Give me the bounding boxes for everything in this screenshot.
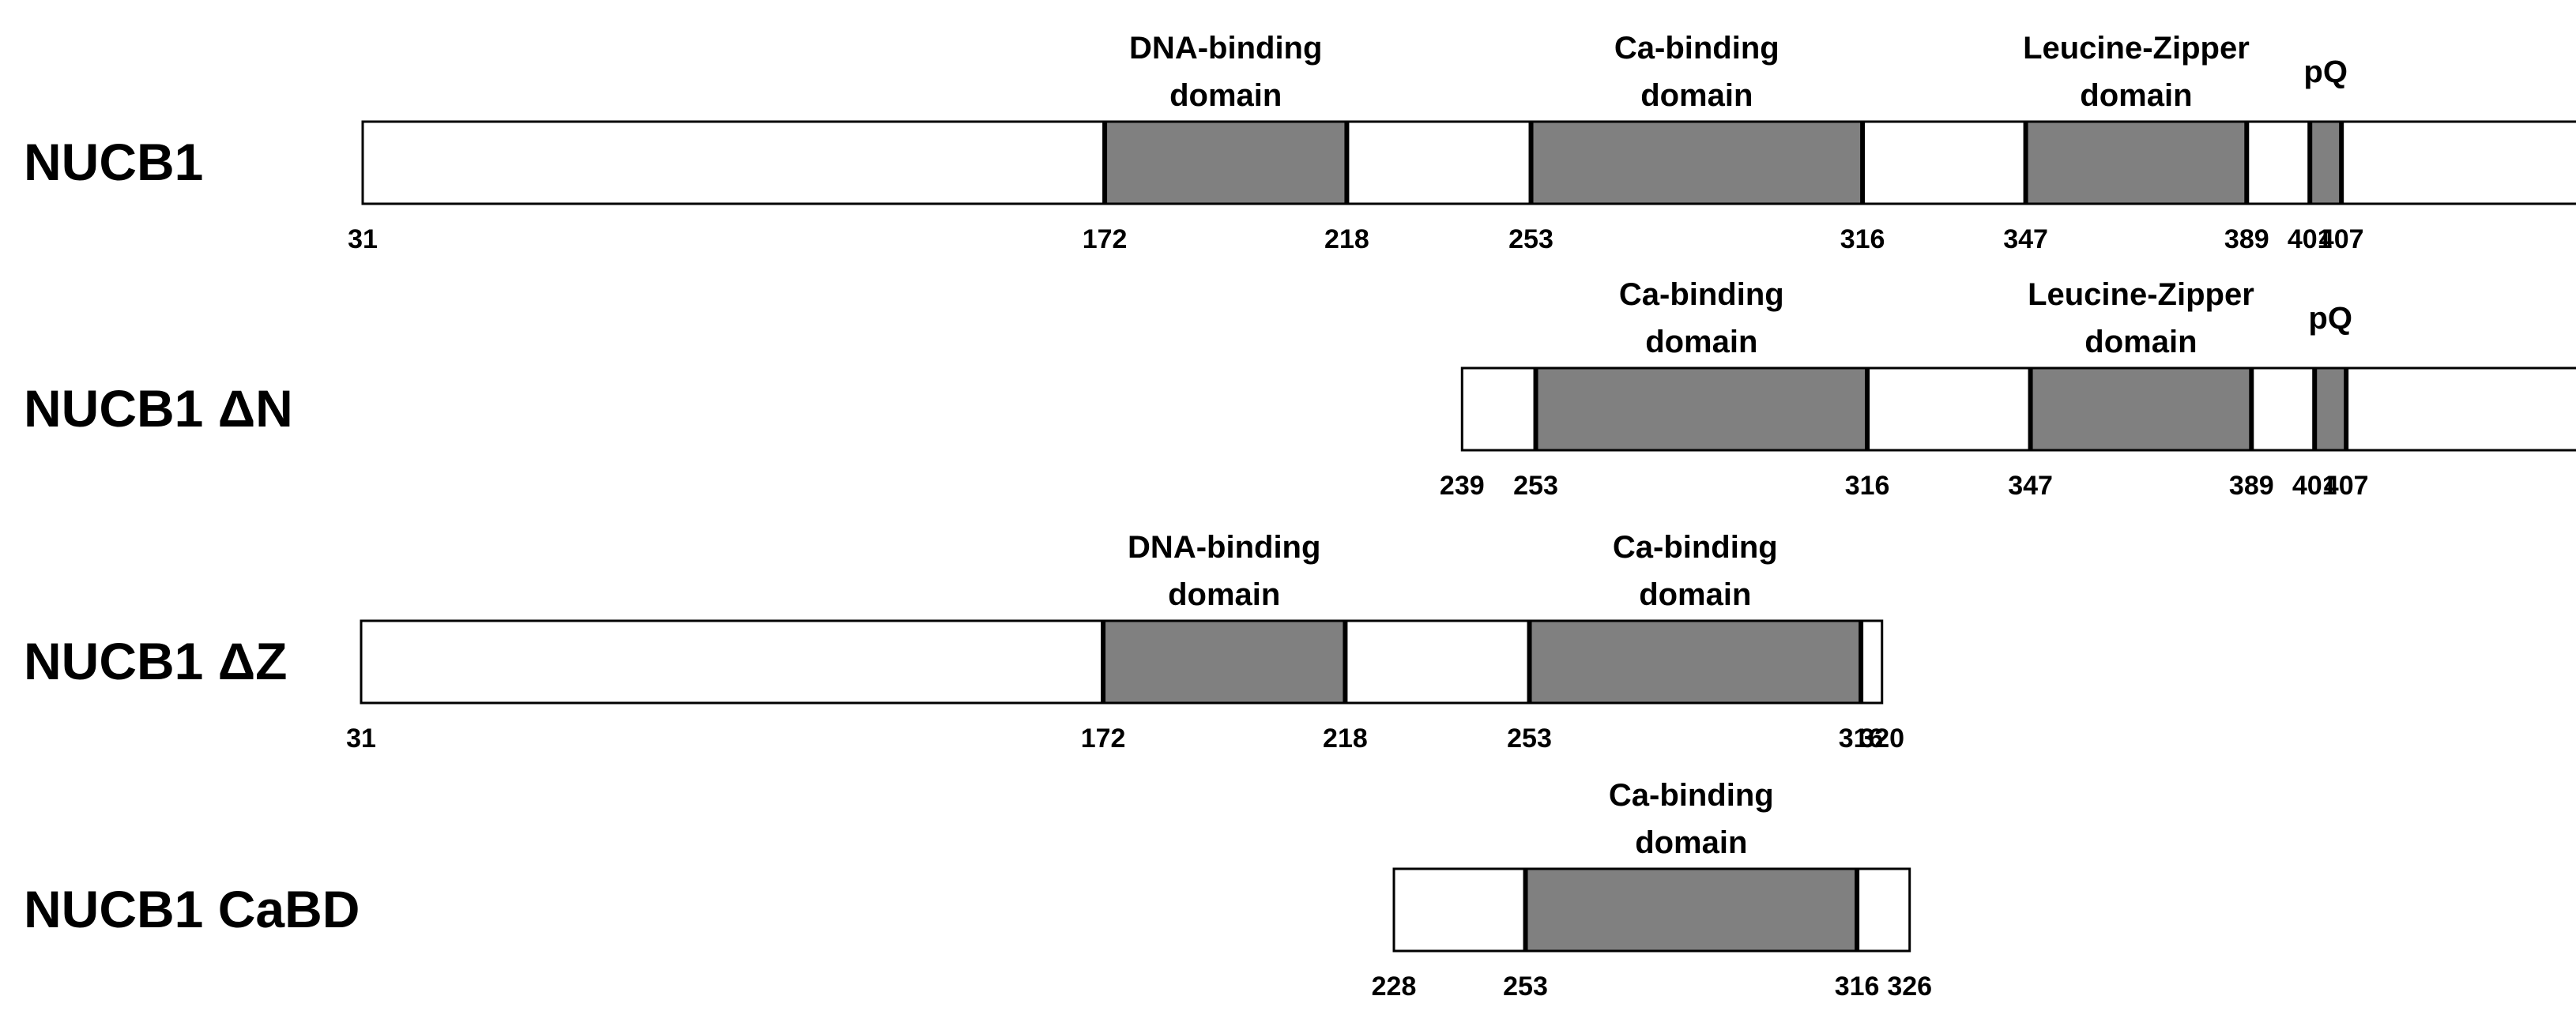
residue-tick-label: 31 (348, 224, 378, 254)
domain-block (2313, 366, 2348, 452)
residue-tick-label: 347 (2008, 471, 2053, 501)
domain-label: Ca-binding (1613, 530, 1778, 565)
domain-block (1535, 366, 1869, 452)
residue-tick-label: 407 (2319, 224, 2364, 254)
residue-tick-label: 253 (1508, 224, 1554, 254)
construct-name-label: NUCB1 ΔN (24, 379, 293, 438)
domain-label: pQ (2308, 301, 2352, 336)
residue-tick-label: 172 (1081, 723, 1126, 754)
residue-tick-label: 401 (2292, 471, 2337, 501)
domain-label: Ca-binding (1609, 778, 1774, 813)
domain-block (1530, 120, 1864, 205)
residue-tick-label: 253 (1513, 471, 1558, 501)
residue-tick-label: 326 (1887, 972, 1932, 1002)
residue-tick-label: 31 (346, 723, 376, 754)
residue-tick-label: 218 (1323, 723, 1368, 754)
domain-label: domain (1640, 78, 1753, 113)
domain-block (2024, 120, 2248, 205)
domain-label: Ca-binding (1619, 277, 1784, 312)
domain-label: DNA-binding (1129, 31, 1322, 66)
construct-name-label: NUCB1 CaBD (24, 880, 360, 938)
domain-block (1528, 619, 1862, 705)
domain-label: domain (1639, 577, 1751, 612)
domain-block (1102, 619, 1346, 705)
residue-tick-label: 389 (2229, 471, 2274, 501)
residue-tick-label: 407 (2324, 471, 2369, 501)
domain-label: domain (2085, 325, 2197, 359)
domain-block (2029, 366, 2253, 452)
residue-tick-label: 316 (1839, 723, 1884, 754)
residue-tick-label: 228 (1372, 972, 1417, 1002)
residue-tick-label: 253 (1507, 723, 1552, 754)
residue-tick-label: 389 (2224, 224, 2269, 254)
domain-label: pQ (2303, 54, 2348, 89)
residue-tick-label: 316 (1840, 224, 1885, 254)
domain-label: Leucine-Zipper (2028, 277, 2254, 312)
domain-label: domain (1635, 825, 1747, 860)
domain-label: domain (1168, 577, 1280, 612)
domain-label: domain (1645, 325, 1757, 359)
domain-label: domain (1169, 78, 1282, 113)
residue-tick-label: 172 (1083, 224, 1128, 254)
residue-tick-label: 316 (1845, 471, 1890, 501)
residue-tick-label: 320 (1859, 723, 1904, 754)
domain-label: domain (2080, 78, 2192, 113)
residue-tick-label: 218 (1324, 224, 1369, 254)
residue-tick-label: 347 (2003, 224, 2048, 254)
domain-block (1103, 120, 1348, 205)
domain-block (1524, 867, 1859, 953)
domain-label: Leucine-Zipper (2023, 31, 2250, 66)
residue-tick-label: 401 (2288, 224, 2333, 254)
residue-tick-label: 316 (1835, 972, 1880, 1002)
domain-block (2308, 120, 2343, 205)
domain-label: Ca-binding (1614, 31, 1779, 66)
residue-tick-label: 253 (1503, 972, 1548, 1002)
residue-tick-label: 239 (1440, 471, 1485, 501)
domain-label: DNA-binding (1128, 530, 1320, 565)
construct-name-label: NUCB1 (24, 133, 203, 191)
construct-name-label: NUCB1 ΔZ (24, 632, 287, 690)
